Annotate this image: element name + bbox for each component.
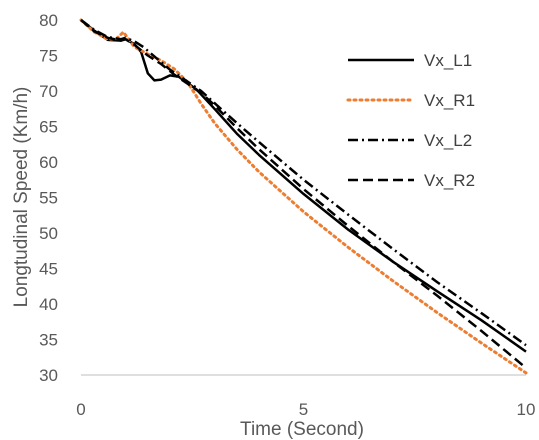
y-tick-label: 80 — [39, 11, 58, 30]
y-tick-label: 70 — [39, 82, 58, 101]
x-axis-title: Time (Second) — [240, 419, 364, 440]
legend-label: Vx_L1 — [424, 51, 472, 70]
y-tick-label: 50 — [39, 224, 58, 243]
y-tick-label: 30 — [39, 366, 58, 385]
legend-label: Vx_R2 — [424, 171, 475, 190]
x-axis-ticks: 0 5 10 — [76, 400, 535, 419]
series-layer — [79, 18, 528, 375]
y-tick-label: 45 — [39, 260, 58, 279]
x-tick-label: 10 — [517, 400, 536, 419]
series-line-vx-r2 — [80, 19, 527, 369]
y-tick-label: 60 — [39, 153, 58, 172]
y-tick-label: 35 — [39, 331, 58, 350]
legend-label: Vx_L2 — [424, 131, 472, 150]
legend: Vx_L1 Vx_R1 Vx_L2 Vx_R2 — [346, 51, 475, 190]
y-axis-title: Longtudinal Speed (Km/h) — [11, 87, 32, 308]
y-tick-label: 75 — [39, 47, 58, 66]
y-tick-label: 55 — [39, 189, 58, 208]
legend-label: Vx_R1 — [424, 91, 475, 110]
x-tick-label: 5 — [299, 400, 308, 419]
x-tick-label: 0 — [76, 400, 85, 419]
y-tick-label: 65 — [39, 118, 58, 137]
series-line-vx-l2 — [80, 18, 527, 347]
y-tick-label: 40 — [39, 295, 58, 314]
y-axis-ticks: 30 35 40 45 50 55 60 65 70 75 80 — [39, 11, 58, 385]
